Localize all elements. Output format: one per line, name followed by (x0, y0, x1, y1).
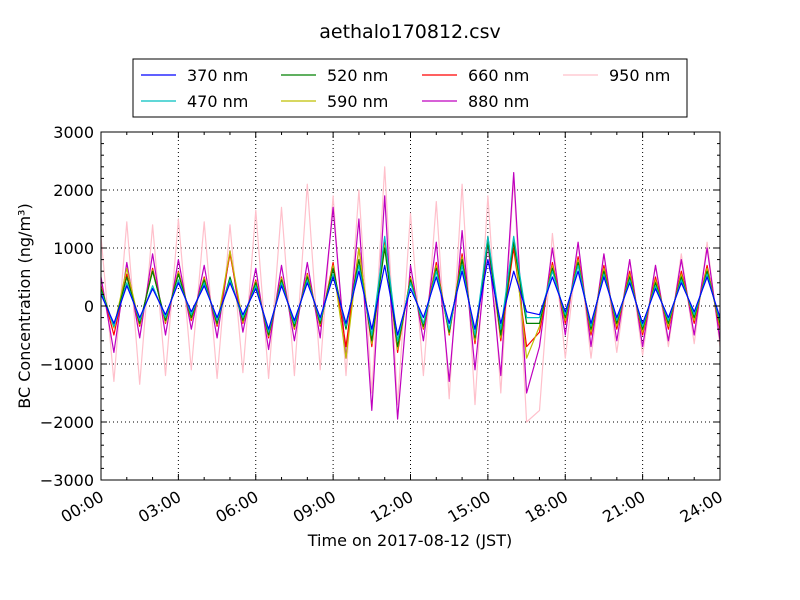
series-line-880-nm (100, 172, 721, 420)
series-line-590-nm (100, 238, 721, 359)
legend-label: 520 nm (327, 66, 388, 85)
y-tick-label: −3000 (40, 471, 94, 490)
legend-label: 370 nm (187, 66, 248, 85)
legend-label: 880 nm (468, 92, 529, 111)
y-tick-label: 3000 (53, 123, 94, 142)
y-tick-label: −1000 (40, 355, 94, 374)
legend-frame (132, 58, 688, 118)
series-line-950-nm (100, 166, 721, 423)
series-line-470-nm (100, 235, 721, 342)
legend-label: 470 nm (187, 92, 248, 111)
series-line-660-nm (100, 235, 721, 353)
y-axis-label: BC Concentration (ng/m³) (15, 203, 34, 408)
y-tick-label: 2000 (53, 181, 94, 200)
y-tick-label: −2000 (40, 413, 94, 432)
series-line-520-nm (100, 241, 721, 348)
y-tick-label: 1000 (53, 239, 94, 258)
legend-label: 660 nm (468, 66, 529, 85)
legend-label: 950 nm (609, 66, 670, 85)
chart-title: aethalo170812.csv (319, 21, 501, 43)
series-line-370-nm (100, 259, 721, 336)
y-tick-label: 0 (84, 297, 94, 316)
series-group (100, 166, 721, 423)
legend: 370 nm 470 nm 520 nm 590 nm 660 nm 880 nm 950 … (132, 58, 688, 118)
legend-label: 590 nm (327, 92, 388, 111)
x-axis-label: Time on 2017-08-12 (JST) (307, 531, 512, 550)
